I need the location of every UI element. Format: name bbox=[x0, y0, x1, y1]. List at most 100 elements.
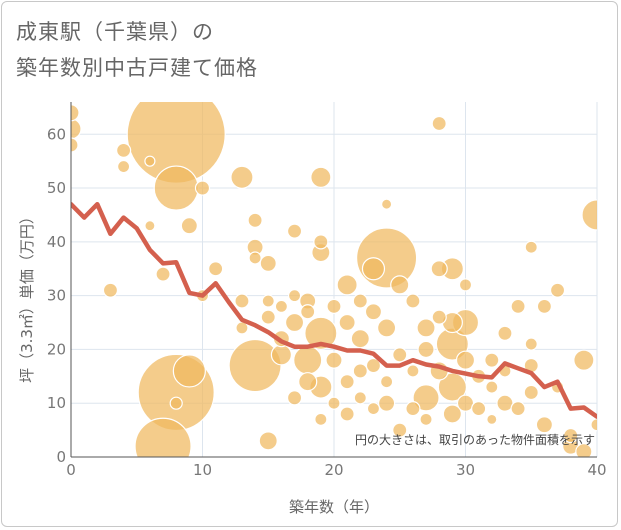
bubble-point bbox=[259, 254, 277, 272]
bubble-point bbox=[71, 137, 79, 153]
bubble-point bbox=[484, 352, 500, 368]
bubble-point bbox=[381, 198, 393, 210]
bubble-point bbox=[406, 364, 420, 378]
bubble-point bbox=[365, 357, 382, 374]
x-tick-label: 0 bbox=[66, 461, 76, 479]
bubble-point bbox=[575, 443, 593, 457]
bubble-point bbox=[153, 165, 199, 211]
bubble-point bbox=[314, 412, 328, 426]
bubble-point bbox=[284, 312, 305, 333]
bubble-point bbox=[325, 351, 343, 369]
bubble-point bbox=[352, 293, 368, 309]
trend-layer bbox=[71, 201, 597, 419]
x-tick-label: 20 bbox=[324, 461, 343, 479]
bubble-point bbox=[352, 363, 368, 379]
y-axis-title: 坪（3.3㎡）単価（万円） bbox=[18, 209, 36, 383]
chart-title-line-2: 築年数別中古戸建て価格 bbox=[16, 56, 258, 80]
bubble-point bbox=[194, 180, 211, 196]
bubble-point bbox=[228, 338, 282, 393]
bubble-point bbox=[405, 293, 421, 309]
bubble-point bbox=[116, 159, 131, 174]
bubble-point bbox=[260, 309, 276, 325]
bubble-point bbox=[364, 303, 383, 321]
chart-title: 成東駅（千葉県）の 築年数別中古戸建て価格 bbox=[16, 14, 258, 86]
bubble-point bbox=[535, 416, 554, 434]
bubble-point bbox=[417, 340, 435, 359]
bubble-point bbox=[510, 298, 526, 314]
bubble-point bbox=[431, 309, 447, 325]
bubble-point bbox=[339, 374, 355, 390]
bubble-point bbox=[293, 345, 323, 375]
bubble-size-note: 円の大きさは、取引のあった物件面積を示す bbox=[355, 432, 595, 447]
bubble-point bbox=[102, 282, 119, 298]
bubble-point bbox=[581, 199, 597, 231]
y-tick-label: 0 bbox=[56, 448, 66, 466]
bubble-point bbox=[563, 427, 579, 444]
bubble-point bbox=[258, 431, 278, 451]
bubble-point bbox=[247, 212, 263, 228]
bubble-point bbox=[361, 257, 386, 281]
bubble-point bbox=[524, 337, 538, 351]
bubble-point bbox=[144, 220, 156, 232]
bubble-point bbox=[155, 266, 171, 282]
bubble-point bbox=[380, 375, 394, 389]
bubble-point bbox=[310, 166, 332, 188]
bubble-point bbox=[366, 401, 381, 416]
chart-title-line-1: 成東駅（千葉県）の bbox=[16, 20, 214, 44]
trend-line bbox=[71, 201, 597, 419]
bubble-point bbox=[497, 325, 513, 341]
bubble-point bbox=[392, 347, 408, 363]
bubble-point bbox=[353, 391, 367, 405]
bubble-point bbox=[405, 400, 421, 417]
bubble-point bbox=[431, 115, 447, 132]
bubble-point bbox=[71, 104, 80, 122]
bubble-point bbox=[286, 223, 303, 239]
bubble-point bbox=[471, 400, 487, 417]
x-tick-label: 10 bbox=[193, 461, 212, 479]
bubble-point bbox=[378, 394, 396, 412]
bubble-point bbox=[455, 350, 476, 370]
bubble-point bbox=[485, 380, 499, 394]
tick-labels: 0 10 20 30 40 0 10 20 30 40 50 60 bbox=[47, 125, 607, 479]
bubble-point bbox=[390, 275, 410, 295]
bubble-point bbox=[419, 412, 433, 426]
bubble-point bbox=[590, 418, 597, 432]
y-tick-label: 10 bbox=[47, 394, 66, 412]
y-tick-label: 30 bbox=[47, 287, 66, 305]
bubble-point bbox=[300, 304, 316, 320]
bubble-point bbox=[261, 294, 275, 308]
bubble-point bbox=[230, 165, 254, 189]
bubble-point bbox=[458, 278, 473, 292]
bubble-point bbox=[524, 240, 538, 254]
bubble-point bbox=[115, 142, 132, 159]
y-tick-label: 50 bbox=[47, 179, 66, 197]
bubble-point bbox=[248, 251, 262, 265]
bubble-point bbox=[298, 372, 318, 392]
bubble-point bbox=[486, 413, 498, 425]
x-tick-label: 30 bbox=[456, 461, 475, 479]
x-tick-label: 40 bbox=[587, 461, 606, 479]
bubble-point bbox=[536, 298, 553, 314]
bubble-point bbox=[430, 260, 448, 278]
y-tick-label: 60 bbox=[47, 125, 66, 143]
bubble-point bbox=[523, 384, 539, 401]
bubble-point bbox=[134, 417, 192, 457]
bubble-point bbox=[573, 349, 595, 371]
bubble-point bbox=[416, 318, 436, 338]
bubble-point bbox=[339, 406, 355, 422]
bubble-point bbox=[169, 396, 183, 410]
bubble-point bbox=[172, 354, 206, 388]
bubble-point bbox=[326, 298, 342, 314]
bubble-point bbox=[350, 329, 370, 349]
bubble-point bbox=[549, 282, 566, 298]
bubble-point bbox=[392, 422, 408, 438]
y-tick-label: 20 bbox=[47, 340, 66, 358]
bubble-point bbox=[313, 234, 329, 250]
bubble-point bbox=[270, 344, 292, 366]
bubble-point bbox=[442, 404, 462, 424]
bubble-point bbox=[274, 299, 288, 313]
bubble-point bbox=[304, 316, 338, 350]
bubble-point bbox=[338, 313, 356, 332]
